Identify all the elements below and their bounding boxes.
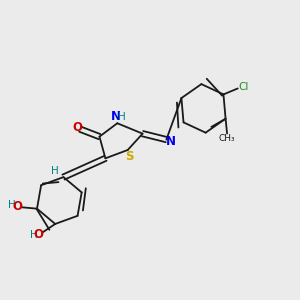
Text: H: H xyxy=(51,166,59,176)
Text: Cl: Cl xyxy=(238,82,248,92)
Text: H: H xyxy=(118,112,125,122)
Text: H: H xyxy=(30,230,38,240)
Text: S: S xyxy=(124,150,133,163)
Text: O: O xyxy=(13,200,23,213)
Text: N: N xyxy=(111,110,121,123)
Text: CH₃: CH₃ xyxy=(219,134,236,143)
Text: N: N xyxy=(166,135,176,148)
Text: H: H xyxy=(8,200,16,210)
Text: O: O xyxy=(34,228,44,241)
Text: O: O xyxy=(72,121,82,134)
